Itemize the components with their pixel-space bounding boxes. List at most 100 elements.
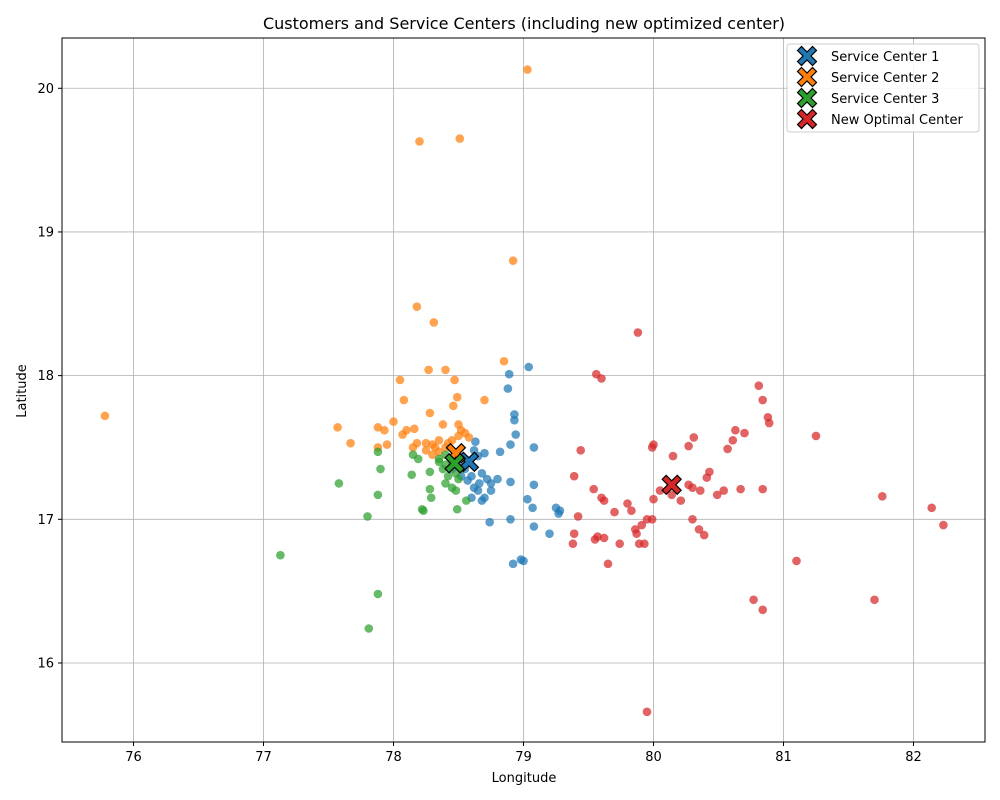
data-point	[731, 425, 740, 435]
legend-marker	[796, 108, 818, 130]
data-point	[425, 467, 435, 477]
data-point	[523, 65, 532, 74]
data-point	[408, 450, 418, 459]
data-point	[655, 486, 665, 495]
data-point	[430, 443, 440, 452]
data-point	[376, 464, 385, 474]
data-point	[676, 496, 686, 505]
data-point	[597, 374, 606, 383]
data-point	[576, 446, 585, 455]
data-point	[939, 520, 948, 530]
y-tick-label: 16	[37, 656, 54, 671]
data-point	[426, 493, 436, 503]
data-point	[699, 530, 709, 540]
data-point	[480, 448, 489, 458]
data-point	[373, 490, 383, 500]
x-tick-label: 82	[905, 750, 922, 765]
data-point	[464, 433, 474, 442]
plot-area: 76 77 78 79 80 81 82 16 17 18 19 20	[37, 37, 986, 765]
data-point	[363, 512, 372, 521]
data-point	[395, 375, 405, 385]
data-point	[443, 471, 453, 481]
data-point	[529, 480, 539, 490]
data-point	[589, 484, 598, 494]
data-point	[276, 550, 285, 560]
data-point	[523, 494, 532, 504]
data-point	[398, 430, 407, 439]
data-point	[364, 624, 374, 633]
data-point	[434, 435, 444, 445]
x-tick-label: 81	[775, 750, 792, 765]
data-point	[510, 410, 519, 419]
data-point	[754, 381, 764, 390]
data-point	[425, 484, 435, 494]
data-point	[333, 423, 342, 432]
data-point	[485, 517, 495, 527]
data-point	[499, 356, 509, 366]
data-point	[449, 401, 458, 411]
data-point	[389, 417, 398, 426]
x-tick-label: 78	[385, 750, 402, 765]
data-point	[451, 486, 461, 495]
data-point	[764, 418, 774, 428]
y-tick-label: 19	[37, 225, 54, 240]
data-point	[455, 134, 465, 143]
data-point	[736, 484, 745, 494]
data-point	[599, 496, 609, 505]
data-point	[419, 506, 428, 515]
data-point	[506, 440, 515, 449]
service-center-marker	[661, 474, 683, 496]
data-point	[410, 424, 419, 434]
data-point	[811, 431, 821, 441]
data-point	[702, 473, 712, 482]
data-point	[486, 486, 496, 495]
data-point	[792, 556, 801, 566]
data-point	[506, 515, 515, 524]
data-point	[590, 535, 600, 544]
data-point	[429, 318, 439, 327]
data-point	[438, 464, 448, 474]
data-point	[473, 486, 483, 495]
data-point	[475, 479, 484, 488]
data-point	[728, 435, 738, 445]
data-point	[421, 446, 431, 455]
data-point	[878, 492, 887, 501]
data-point	[463, 476, 472, 485]
data-point	[373, 589, 383, 599]
data-point	[649, 494, 658, 504]
x-tick-label: 79	[515, 750, 532, 765]
data-point	[723, 444, 732, 454]
legend-marker	[796, 45, 818, 67]
data-point	[450, 375, 459, 385]
data-point	[421, 438, 431, 448]
data-point	[441, 365, 450, 375]
x-axis-label: Longitude	[492, 771, 557, 786]
data-point	[441, 479, 450, 488]
data-point	[454, 474, 463, 484]
data-point	[508, 559, 518, 569]
data-point	[632, 529, 641, 538]
data-point	[647, 515, 657, 524]
data-point	[758, 395, 767, 405]
legend-box	[786, 43, 980, 133]
data-point	[633, 328, 643, 337]
data-point	[493, 474, 502, 484]
data-point	[569, 529, 579, 538]
data-point	[545, 529, 554, 538]
x-tick-label: 77	[255, 750, 272, 765]
data-point	[603, 559, 613, 569]
data-point	[528, 503, 537, 513]
data-point	[447, 435, 457, 445]
legend-label: New Optimal Center	[831, 113, 963, 128]
data-point	[749, 595, 758, 605]
data-point	[569, 471, 579, 481]
data-point	[438, 420, 448, 429]
data-point	[452, 392, 462, 402]
y-axis-label: Latitude	[15, 364, 30, 418]
data-point	[380, 425, 389, 435]
data-point	[428, 450, 437, 459]
data-point	[480, 395, 489, 405]
data-point	[637, 520, 647, 530]
